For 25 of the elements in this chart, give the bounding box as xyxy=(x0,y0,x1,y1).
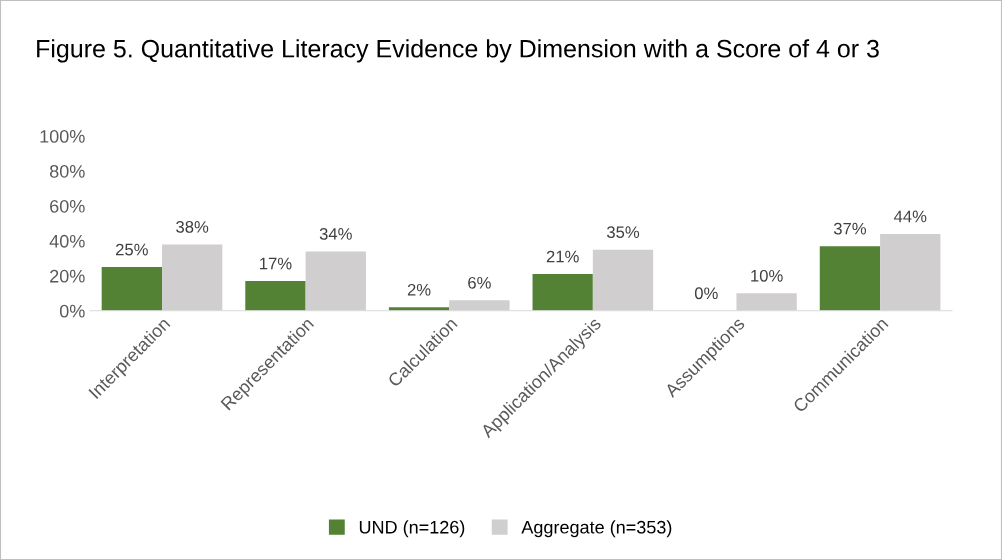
y-tick-label: 60% xyxy=(50,199,85,213)
data-label: 38% xyxy=(176,220,209,233)
data-label: 2% xyxy=(407,283,431,296)
bar xyxy=(101,267,162,311)
data-label: 17% xyxy=(260,257,292,270)
legend-label: UND (n=126) xyxy=(359,520,465,538)
bar xyxy=(819,246,881,311)
data-label: 25% xyxy=(115,243,148,256)
y-tick-label: 40% xyxy=(49,234,85,248)
bar xyxy=(245,281,306,311)
legend-label: Aggregate (n=353) xyxy=(521,520,672,538)
y-tick-label: 20% xyxy=(50,269,85,283)
data-label: 21% xyxy=(546,250,579,263)
chart-title: Figure 5. Quantitative Literacy Evidence by Dimension with a Score of 4 or 3 xyxy=(37,39,879,63)
data-label: 44% xyxy=(893,210,927,223)
data-label: 35% xyxy=(606,226,640,239)
data-label: 6% xyxy=(468,276,491,289)
y-tick-label: 100% xyxy=(40,130,85,143)
data-label: 37% xyxy=(833,222,867,235)
bar xyxy=(532,274,593,311)
y-tick-label: 80% xyxy=(49,164,85,178)
data-label: 10% xyxy=(751,269,783,282)
y-tick-label: 0% xyxy=(59,304,85,318)
data-label: 0% xyxy=(694,287,718,300)
data-label: 34% xyxy=(319,227,352,240)
